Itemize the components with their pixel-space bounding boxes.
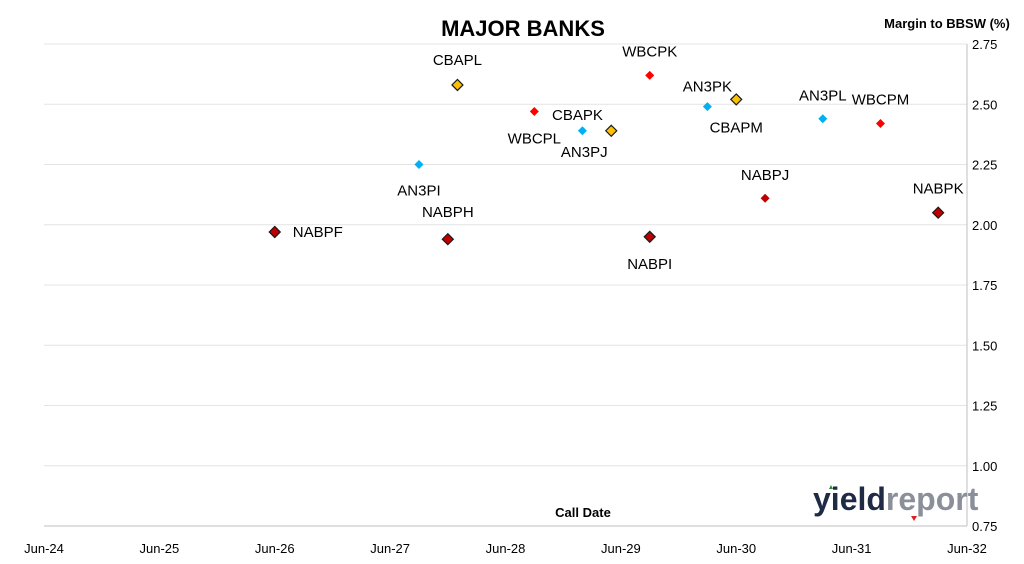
x-tick-label: Jun-32 [947,541,987,556]
data-point-an3pj [604,124,618,138]
y-tick-labels: 2.75 2.50 2.25 2.00 1.75 1.50 1.25 1.00 0.75 [972,37,997,534]
yieldreport-logo: yieldreport [813,481,979,521]
data-point-nabpk [931,206,945,220]
y-tick-label: 1.00 [972,459,997,474]
x-tick-label: Jun-25 [140,541,180,556]
data-point-an3pk [702,102,712,112]
data-point-wbcpm [875,119,885,129]
logo-down-arrow-icon [911,516,917,521]
point-label-nabpk: NABPK [913,181,964,198]
point-label-cbapm: CBAPM [710,119,763,136]
point-label-wbcpm: WBCPM [852,92,910,109]
data-point-nabpj [760,193,770,203]
x-axis-label: Call Date [555,505,611,520]
x-tick-label: Jun-29 [601,541,641,556]
chart-title: MAJOR BANKS [441,16,605,41]
y-tick-label: 1.75 [972,278,997,293]
x-tick-label: Jun-27 [370,541,410,556]
y-tick-label: 1.25 [972,399,997,414]
x-tick-labels: Jun-24 Jun-25 Jun-26 Jun-27 Jun-28 Jun-29 Jun-… [24,541,987,556]
x-tick-label: Jun-28 [486,541,526,556]
point-label-nabpi: NABPI [627,256,672,273]
point-labels: NABPF NABPH AN3PI CBAPL WBCPL CBAPK AN3PJ WBCPK… [293,43,964,272]
data-point-cbapk [577,126,587,136]
logo-up-arrow-icon [829,485,833,489]
point-label-an3pl: AN3PL [799,88,847,105]
data-point-nabph [441,232,455,246]
data-point-nabpi [643,230,657,244]
data-point-wbcpl [529,106,539,116]
data-point-cbapl [451,78,464,92]
point-label-an3pk: AN3PK [683,79,732,96]
y-tick-label: 1.50 [972,338,997,353]
data-point-nabpf [268,225,282,239]
point-label-an3pj: AN3PJ [561,144,608,161]
grid-lines [44,43,967,467]
svg-text:yieldreport: yieldreport [813,481,979,517]
x-tick-label: Jun-24 [24,541,64,556]
point-label-wbcpl: WBCPL [508,130,561,147]
point-label-nabpj: NABPJ [741,167,789,184]
point-label-cbapk: CBAPK [552,107,603,124]
point-label-wbcpk: WBCPK [622,43,677,60]
y-axis-label: Margin to BBSW (%) [884,16,1010,31]
y-tick-label: 2.50 [972,97,997,112]
point-label-nabpf: NABPF [293,224,343,241]
y-tick-label: 2.00 [972,218,997,233]
x-tick-label: Jun-26 [255,541,295,556]
y-tick-label: 2.75 [972,37,997,52]
logo-report-text: report [886,481,979,517]
point-label-nabph: NABPH [422,204,474,221]
data-point-an3pl [818,114,828,124]
data-point-wbcpk [645,70,655,80]
point-label-an3pi: AN3PI [397,183,440,200]
data-points [268,70,945,246]
y-tick-label: 2.25 [972,158,997,173]
y-tick-label: 0.75 [972,519,997,534]
x-tick-label: Jun-30 [716,541,756,556]
logo-yield-text: yield [813,481,886,517]
data-point-cbapm [729,93,743,106]
x-tick-label: Jun-31 [832,541,872,556]
point-label-cbapl: CBAPL [433,52,482,69]
data-point-an3pi [414,160,424,169]
